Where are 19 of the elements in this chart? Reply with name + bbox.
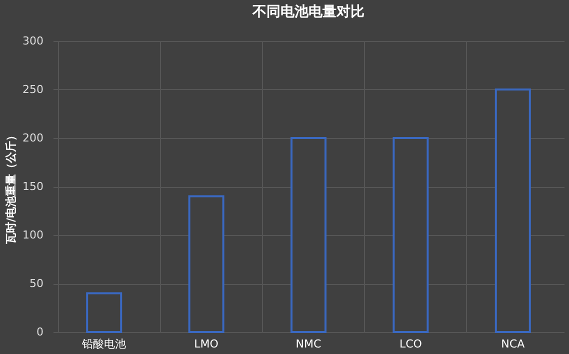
y-tick-label: 200 bbox=[22, 132, 44, 144]
x-tick-label: NMC bbox=[296, 338, 322, 350]
y-tick-label: 50 bbox=[30, 277, 44, 290]
bar bbox=[290, 137, 326, 333]
x-tick-label: NCA bbox=[501, 338, 526, 350]
x-tick-label: LCO bbox=[399, 338, 422, 350]
bar bbox=[392, 137, 429, 333]
y-tick-label: 100 bbox=[22, 228, 44, 242]
chart-title: 不同电池电量对比 bbox=[252, 4, 364, 20]
y-tick-label: 150 bbox=[22, 180, 44, 193]
y-tick-label: 250 bbox=[22, 83, 44, 96]
y-tick-label: 300 bbox=[22, 34, 44, 48]
y-axis-title: 瓦时/电池重量（公斤） bbox=[4, 130, 18, 246]
x-tick-label: LMO bbox=[194, 338, 219, 350]
y-tick-label: 0 bbox=[36, 326, 44, 338]
x-tick-label: 铅酸电池 bbox=[81, 338, 126, 350]
bar bbox=[86, 292, 122, 333]
bar bbox=[188, 195, 224, 333]
bar bbox=[494, 88, 531, 333]
